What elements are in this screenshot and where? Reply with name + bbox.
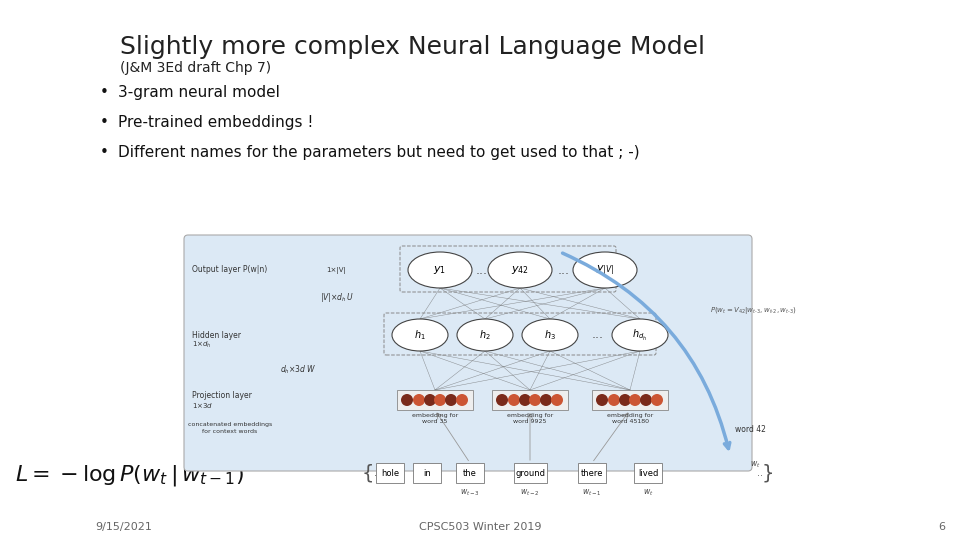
Text: concatenated embeddings
for context words: concatenated embeddings for context word… [188, 422, 272, 434]
Text: $d_h{\times}3d\;W$: $d_h{\times}3d\;W$ [280, 364, 317, 376]
Text: •: • [100, 85, 108, 100]
Ellipse shape [522, 319, 578, 351]
Text: word 42: word 42 [735, 426, 766, 435]
Text: the: the [463, 469, 477, 477]
Text: Different names for the parameters but need to get used to that ; -): Different names for the parameters but n… [118, 145, 639, 160]
Text: $h_{d_h}$: $h_{d_h}$ [633, 327, 648, 342]
Text: 6: 6 [938, 522, 945, 532]
Circle shape [619, 394, 631, 406]
Ellipse shape [573, 252, 637, 288]
Text: $y_{42}$: $y_{42}$ [511, 264, 529, 276]
FancyBboxPatch shape [397, 390, 473, 410]
Circle shape [401, 394, 413, 406]
Text: embedding for
word 35: embedding for word 35 [412, 413, 458, 424]
Text: }: } [761, 463, 775, 483]
Ellipse shape [457, 319, 513, 351]
Text: $|V|{\times}d_h\,U$: $|V|{\times}d_h\,U$ [320, 292, 354, 305]
Text: lived: lived [637, 469, 659, 477]
FancyBboxPatch shape [492, 390, 568, 410]
Text: $1{\times}d_h$: $1{\times}d_h$ [192, 340, 211, 350]
Ellipse shape [392, 319, 448, 351]
Text: ground: ground [515, 469, 545, 477]
FancyBboxPatch shape [456, 463, 484, 483]
Circle shape [529, 394, 541, 406]
Text: $w_t$: $w_t$ [750, 460, 760, 470]
Circle shape [508, 394, 520, 406]
FancyBboxPatch shape [634, 463, 662, 483]
Text: Hidden layer: Hidden layer [192, 330, 241, 340]
Text: $w_t$: $w_t$ [643, 487, 653, 497]
Circle shape [413, 394, 425, 406]
Circle shape [608, 394, 620, 406]
Text: 3-gram neural model: 3-gram neural model [118, 85, 280, 100]
Text: {: { [362, 463, 374, 483]
Text: $L = -\log P(w_t\,|\,w_{t-1})$: $L = -\log P(w_t\,|\,w_{t-1})$ [15, 462, 244, 488]
Text: ...: ... [558, 264, 570, 276]
Text: $h_1$: $h_1$ [414, 328, 426, 342]
Ellipse shape [488, 252, 552, 288]
Circle shape [651, 394, 663, 406]
Text: ..: .. [757, 468, 763, 478]
Text: (J&M 3Ed draft Chp 7): (J&M 3Ed draft Chp 7) [120, 61, 271, 75]
Circle shape [596, 394, 608, 406]
Text: $1{\times}3d$: $1{\times}3d$ [192, 401, 213, 409]
Ellipse shape [612, 319, 668, 351]
Text: $h_2$: $h_2$ [479, 328, 491, 342]
Text: Output layer P(w|n): Output layer P(w|n) [192, 266, 267, 274]
Text: $w_{t-1}$: $w_{t-1}$ [582, 487, 602, 497]
Text: embedding for
word 45180: embedding for word 45180 [607, 413, 653, 424]
Circle shape [551, 394, 563, 406]
FancyBboxPatch shape [578, 463, 606, 483]
FancyBboxPatch shape [514, 463, 546, 483]
Circle shape [629, 394, 641, 406]
Circle shape [519, 394, 531, 406]
Text: $w_{t-2}$: $w_{t-2}$ [520, 487, 540, 497]
Text: CPSC503 Winter 2019: CPSC503 Winter 2019 [419, 522, 541, 532]
Circle shape [445, 394, 457, 406]
Text: Projection layer: Projection layer [192, 390, 252, 400]
Text: Pre-trained embeddings !: Pre-trained embeddings ! [118, 115, 313, 130]
FancyBboxPatch shape [413, 463, 441, 483]
Text: ...: ... [592, 328, 604, 341]
Text: 9/15/2021: 9/15/2021 [95, 522, 152, 532]
Text: hole: hole [381, 469, 399, 477]
Text: embedding for
word 9925: embedding for word 9925 [507, 413, 553, 424]
Text: $y_{|V|}$: $y_{|V|}$ [596, 263, 614, 277]
Text: $P(w_t{=}V_{42}|w_{t\text{-}3},w_{t\text{-}2},w_{t\text{-}3})$: $P(w_t{=}V_{42}|w_{t\text{-}3},w_{t\text… [710, 305, 797, 315]
Text: $w_{t-3}$: $w_{t-3}$ [460, 487, 480, 497]
Ellipse shape [408, 252, 472, 288]
Circle shape [496, 394, 508, 406]
Text: ..: .. [374, 468, 380, 478]
Text: $y_1$: $y_1$ [434, 264, 446, 276]
Text: there: there [581, 469, 603, 477]
Text: 1×|V|: 1×|V| [326, 267, 346, 273]
Circle shape [640, 394, 652, 406]
Text: ...: ... [476, 264, 488, 276]
Text: •: • [100, 145, 108, 160]
Text: in: in [423, 469, 431, 477]
Text: Slightly more complex Neural Language Model: Slightly more complex Neural Language Mo… [120, 35, 705, 59]
FancyBboxPatch shape [184, 235, 752, 471]
FancyBboxPatch shape [592, 390, 668, 410]
Text: •: • [100, 115, 108, 130]
Circle shape [540, 394, 552, 406]
Circle shape [456, 394, 468, 406]
Text: $h_3$: $h_3$ [544, 328, 556, 342]
Circle shape [434, 394, 446, 406]
Circle shape [424, 394, 436, 406]
FancyBboxPatch shape [376, 463, 404, 483]
